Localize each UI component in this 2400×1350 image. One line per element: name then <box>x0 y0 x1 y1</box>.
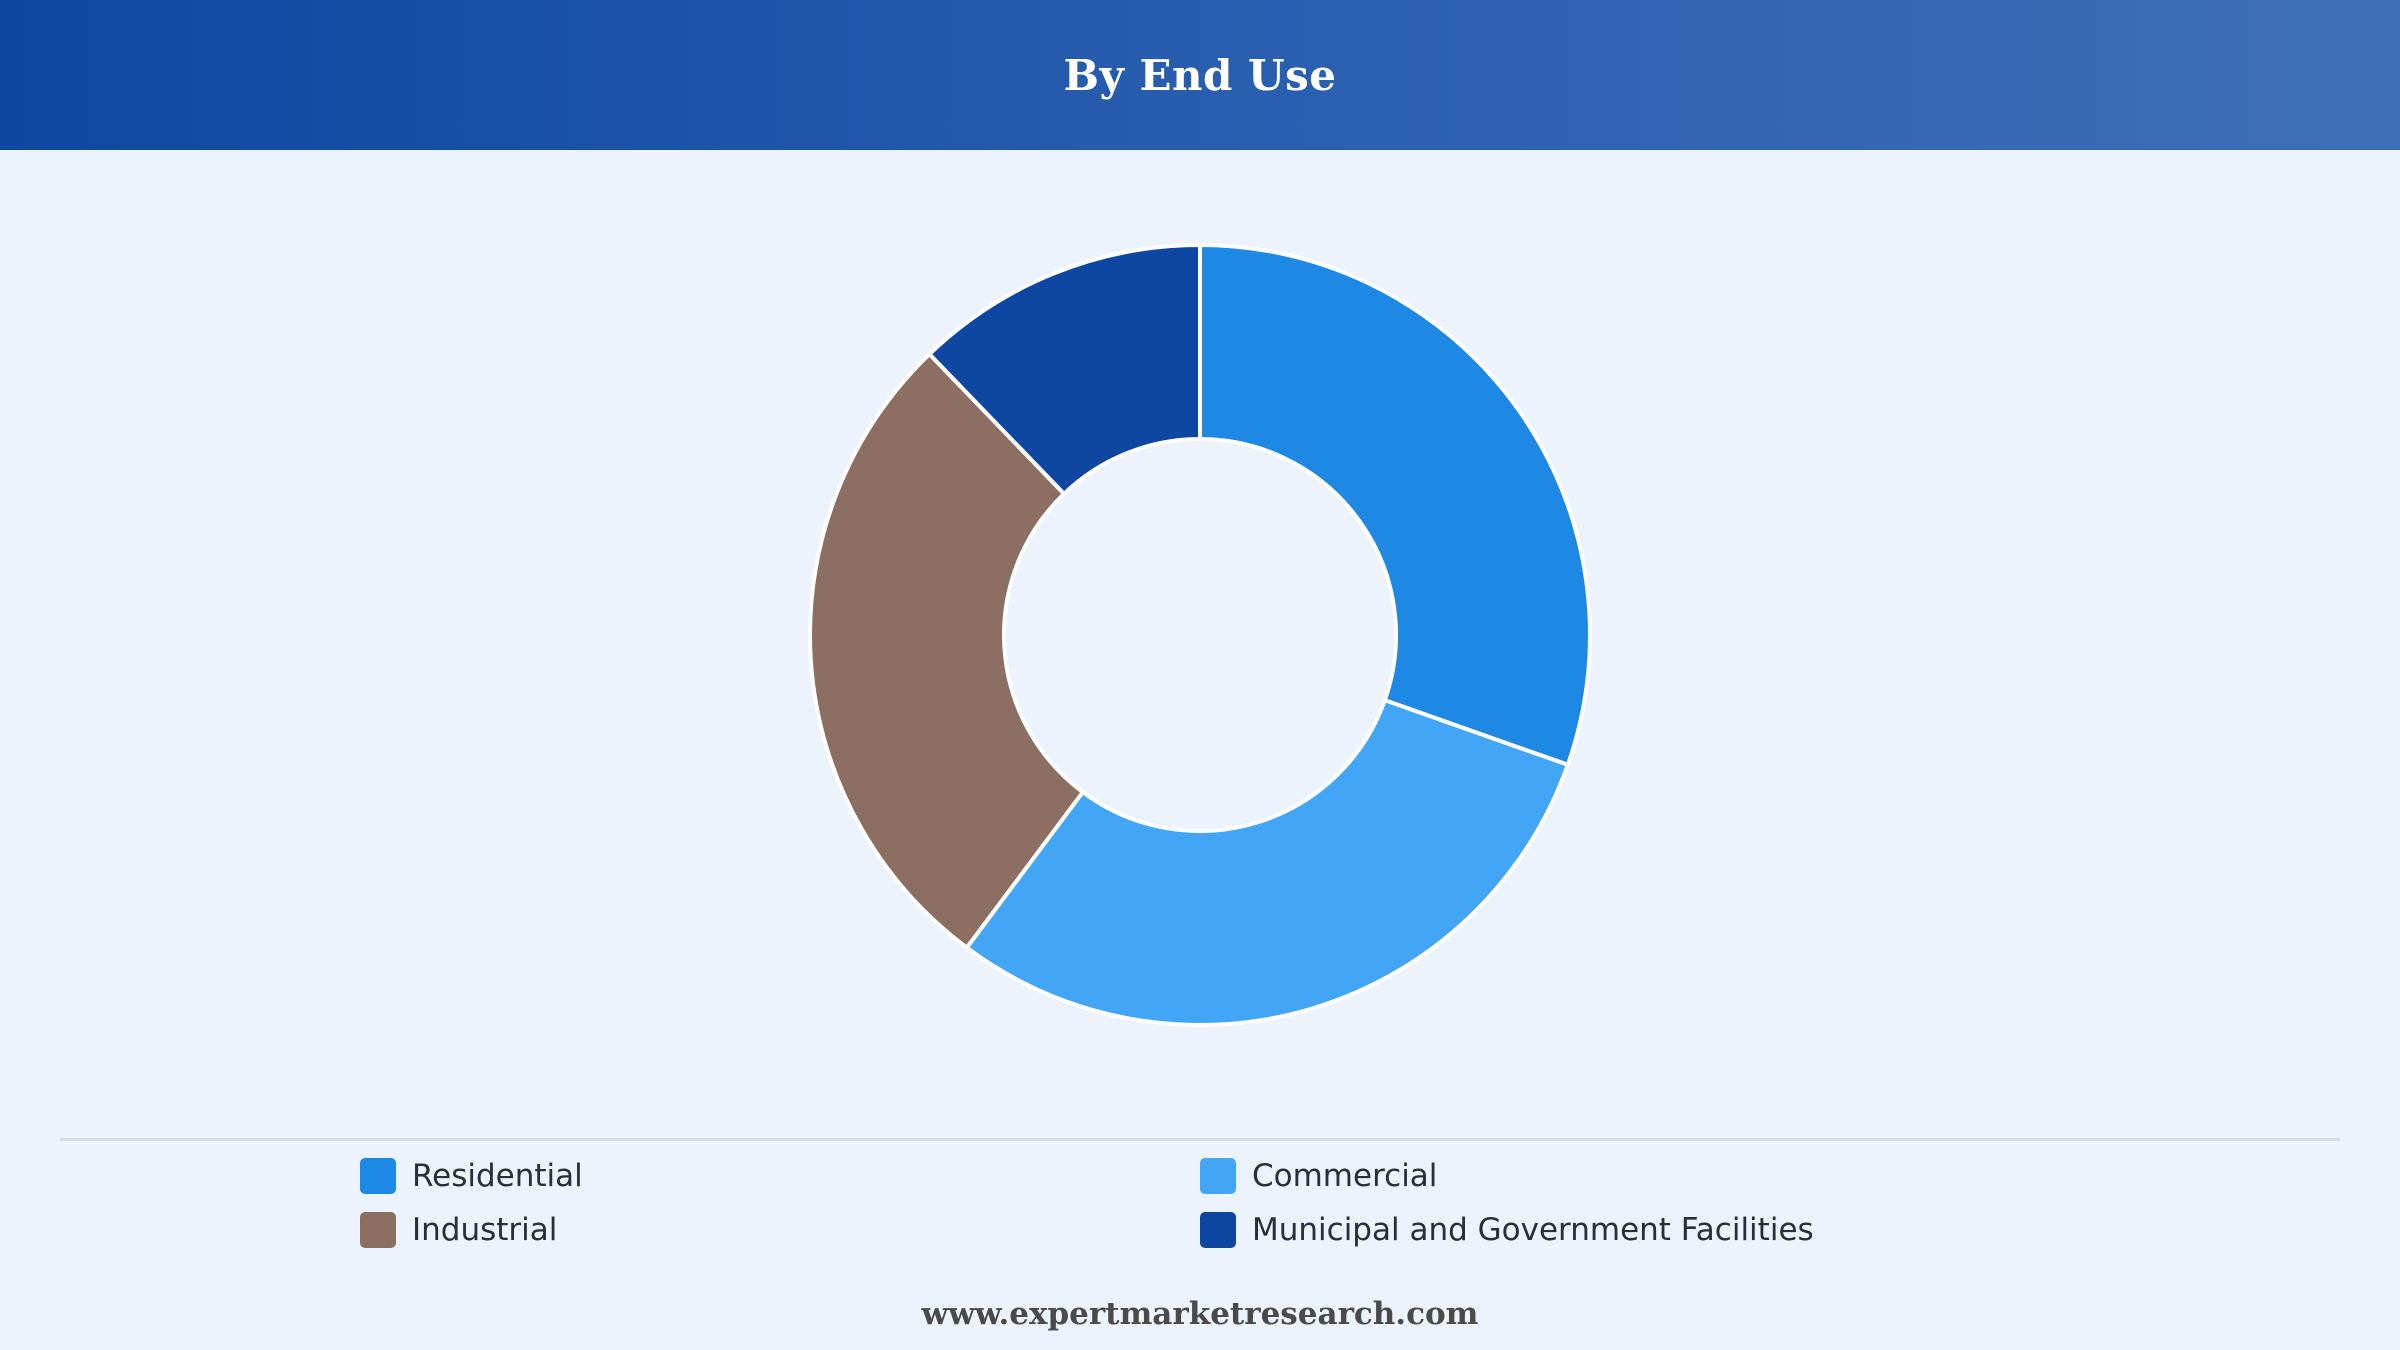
legend-item-industrial[interactable]: Industrial <box>360 1206 557 1254</box>
legend-item-residential[interactable]: Residential <box>360 1152 583 1200</box>
legend-label-commercial: Commercial <box>1252 1158 1438 1194</box>
legend-label-municipal-government: Municipal and Government Facilities <box>1252 1212 1814 1248</box>
donut-slice-municipal-government[interactable] <box>927 243 1202 496</box>
legend-swatch-residential <box>360 1158 396 1194</box>
legend-swatch-industrial <box>360 1212 396 1248</box>
legend-divider <box>60 1138 2340 1141</box>
legend-item-commercial[interactable]: Commercial <box>1200 1152 1437 1200</box>
donut-slice-industrial[interactable] <box>808 352 1085 950</box>
donut-slice-residential[interactable] <box>1198 243 1592 767</box>
legend-swatch-municipal-government <box>1200 1212 1236 1248</box>
chart-title: By End Use <box>1063 50 1337 100</box>
header-banner: By End Use <box>0 0 2400 150</box>
legend-label-residential: Residential <box>412 1158 583 1194</box>
donut-chart <box>808 243 1592 1027</box>
legend-item-municipal-government[interactable]: Municipal and Government Facilities <box>1200 1206 1814 1254</box>
donut-slice-commercial[interactable] <box>964 698 1570 1027</box>
legend-label-industrial: Industrial <box>412 1212 558 1248</box>
footer-source-url: www.expertmarketresearch.com <box>921 1296 1479 1332</box>
legend: Residential Commercial Industrial Munici… <box>0 1150 2400 1270</box>
donut-chart-area <box>0 150 2400 1110</box>
legend-swatch-commercial <box>1200 1158 1236 1194</box>
